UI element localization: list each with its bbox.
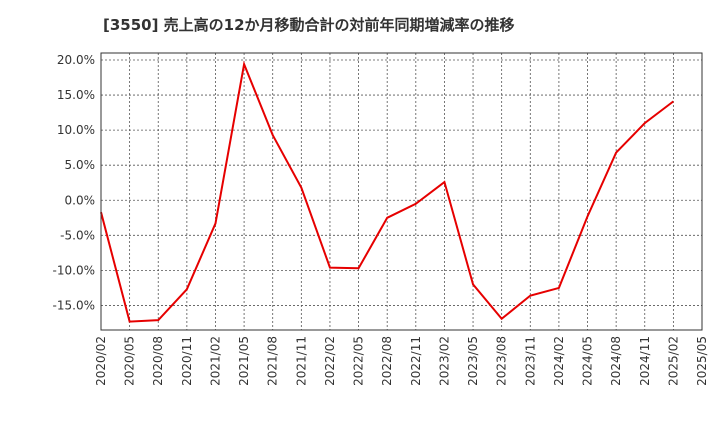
y-tick-label: -5.0%	[60, 228, 95, 242]
y-tick-label: 15.0%	[57, 88, 95, 102]
x-tick-label: 2020/02	[94, 336, 108, 386]
x-tick-label: 2022/05	[352, 336, 366, 386]
x-tick-label: 2021/02	[208, 336, 222, 386]
x-tick-label: 2024/11	[638, 336, 652, 386]
grid	[100, 53, 703, 330]
plot-frame	[100, 52, 703, 331]
x-tick-label: 2023/11	[523, 336, 537, 386]
chart-title: [3550] 売上高の12か月移動合計の対前年同期増減率の推移	[103, 16, 515, 34]
x-tick-label: 2021/08	[266, 336, 280, 386]
x-tick-label: 2022/11	[409, 336, 423, 386]
series-line	[100, 60, 674, 323]
y-tick-label: 0.0%	[65, 193, 96, 207]
x-tick-label: 2025/05	[695, 336, 709, 386]
y-tick-label: -10.0%	[53, 263, 95, 277]
x-tick-label: 2023/08	[495, 336, 509, 386]
x-tick-label: 2020/11	[180, 336, 194, 386]
y-tick-label: 20.0%	[57, 53, 95, 67]
x-axis: 2020/02 2020/05 2020/08 2020/11 2021/02 2021/…	[94, 336, 709, 386]
x-tick-label: 2023/02	[437, 336, 451, 386]
x-tick-label: 2021/05	[237, 336, 251, 386]
x-tick-label: 2022/02	[323, 336, 337, 386]
y-tick-label: 10.0%	[57, 123, 95, 137]
x-tick-label: 2023/05	[466, 336, 480, 386]
y-tick-label: 5.0%	[65, 158, 96, 172]
x-tick-label: 2025/02	[666, 336, 680, 386]
series-layer	[100, 60, 674, 323]
y-axis: 20.0% 15.0% 10.0% 5.0% 0.0% -5.0% -10.0% -15.0%	[53, 53, 95, 312]
x-tick-label: 2024/02	[552, 336, 566, 386]
x-tick-label: 2024/08	[609, 336, 623, 386]
y-tick-label: -15.0%	[53, 298, 95, 312]
x-tick-label: 2021/11	[294, 336, 308, 386]
x-tick-label: 2024/05	[581, 336, 595, 386]
x-tick-label: 2020/08	[151, 336, 165, 386]
x-tick-label: 2020/05	[123, 336, 137, 386]
x-tick-label: 2022/08	[380, 336, 394, 386]
